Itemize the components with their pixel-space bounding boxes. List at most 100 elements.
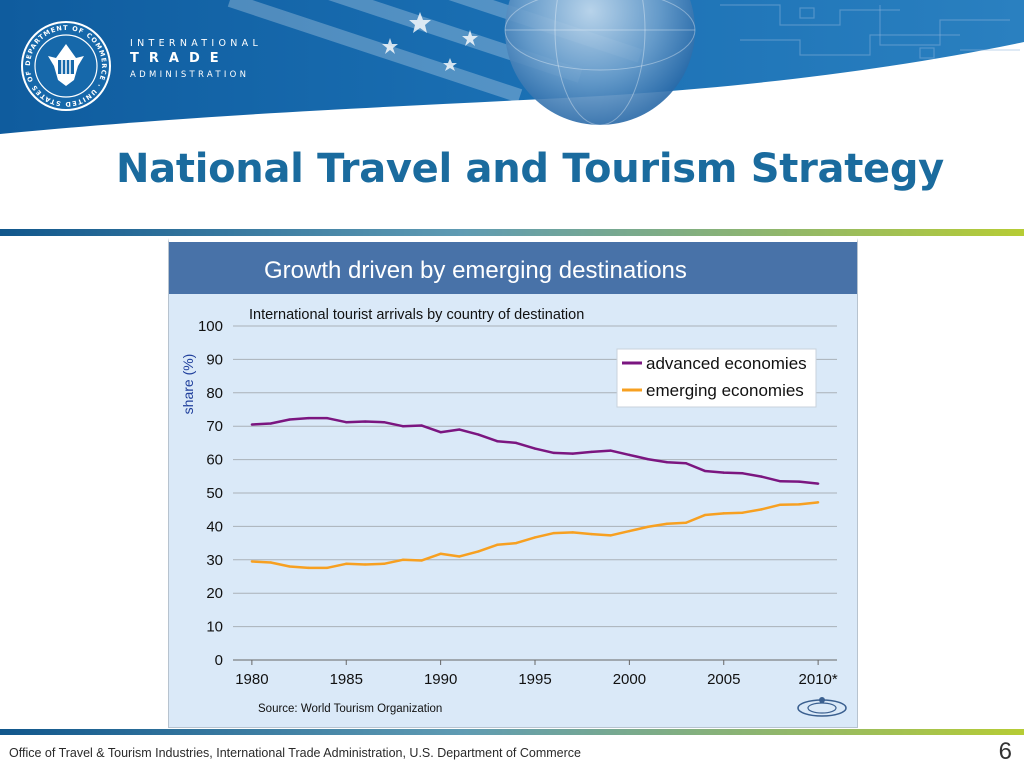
data-point-advanced xyxy=(722,471,725,474)
stars xyxy=(382,12,478,71)
chart-panel: Growth driven by emerging destinations I… xyxy=(168,238,858,728)
data-point-emerging xyxy=(798,503,801,506)
data-point-emerging xyxy=(250,560,254,563)
data-point-advanced xyxy=(665,461,669,464)
data-point-emerging xyxy=(420,559,423,562)
data-point-advanced xyxy=(590,450,593,454)
data-point-advanced xyxy=(741,472,744,475)
data-point-emerging xyxy=(363,563,367,566)
y-tick-label: 60 xyxy=(206,452,223,469)
header-banner: DEPARTMENT OF COMMERCE · UNITED STATES O… xyxy=(0,0,1024,134)
data-point-advanced xyxy=(420,424,423,427)
data-point-emerging xyxy=(345,562,348,566)
y-tick-label: 90 xyxy=(206,351,223,368)
x-tick-label: 1985 xyxy=(330,671,363,688)
chart-header: Growth driven by emerging destinations xyxy=(264,257,687,284)
data-point-advanced xyxy=(401,425,405,428)
footer-text: Office of Travel & Tourism Industries, I… xyxy=(9,746,582,760)
data-point-advanced xyxy=(382,420,386,424)
data-point-advanced xyxy=(552,451,556,455)
legend-label-emerging: emerging economies xyxy=(646,381,804,400)
data-point-emerging xyxy=(439,552,442,555)
data-point-emerging xyxy=(458,555,461,558)
data-point-advanced xyxy=(496,440,499,443)
data-point-emerging xyxy=(816,501,820,504)
data-point-emerging xyxy=(533,536,537,539)
data-point-emerging xyxy=(307,566,310,570)
title-divider xyxy=(0,229,1024,236)
legend-box xyxy=(616,348,817,408)
chart-svg: Growth driven by emerging destinations I… xyxy=(169,242,857,717)
data-point-emerging xyxy=(326,566,329,570)
data-point-advanced xyxy=(798,480,801,483)
data-point-advanced xyxy=(684,462,688,465)
org-name-line1: INTERNATIONAL xyxy=(130,38,263,49)
page-number: 6 xyxy=(998,738,1012,765)
data-point-advanced xyxy=(458,428,461,431)
data-point-advanced xyxy=(345,420,348,424)
org-name-line3: ADMINISTRATION xyxy=(130,70,250,80)
data-point-advanced xyxy=(760,475,763,478)
data-point-emerging xyxy=(647,525,650,528)
data-point-emerging xyxy=(401,558,405,561)
data-point-advanced xyxy=(439,431,442,434)
data-point-emerging xyxy=(722,512,725,515)
y-tick-label: 100 xyxy=(198,318,223,335)
data-point-advanced xyxy=(326,416,329,420)
circuit-pattern xyxy=(720,4,1020,59)
data-point-advanced xyxy=(269,422,272,425)
unwto-logo-icon xyxy=(797,697,847,717)
data-point-emerging xyxy=(477,550,480,553)
data-point-emerging xyxy=(703,513,707,517)
globe-graphic xyxy=(505,0,695,125)
data-point-advanced xyxy=(609,449,612,452)
data-point-emerging xyxy=(382,562,386,566)
data-point-advanced xyxy=(477,433,480,436)
x-tick-label: 1990 xyxy=(424,671,457,688)
y-tick-label: 50 xyxy=(206,485,223,502)
data-point-advanced xyxy=(363,420,367,423)
data-point-advanced xyxy=(816,482,820,485)
data-point-advanced xyxy=(307,416,310,420)
data-point-emerging xyxy=(269,561,272,564)
data-point-advanced xyxy=(647,458,650,461)
data-point-emerging xyxy=(609,534,612,537)
data-point-emerging xyxy=(665,522,669,525)
data-point-advanced xyxy=(533,447,537,450)
x-tick-label: 2000 xyxy=(613,671,646,688)
data-point-emerging xyxy=(288,565,291,568)
data-point-emerging xyxy=(552,531,556,535)
slide-title: National Travel and Tourism Strategy xyxy=(116,146,944,192)
y-tick-label: 10 xyxy=(206,619,223,636)
data-point-emerging xyxy=(496,543,499,546)
chart-title: International tourist arrivals by countr… xyxy=(249,307,584,323)
chart-source: Source: World Tourism Organization xyxy=(258,703,442,715)
series-line-advanced xyxy=(251,416,819,485)
x-tick-label: 2010* xyxy=(799,671,838,688)
data-point-emerging xyxy=(741,511,744,514)
data-point-advanced xyxy=(571,452,574,455)
data-point-advanced xyxy=(703,469,707,473)
y-tick-label: 70 xyxy=(206,418,223,435)
y-axis-label: share (%) xyxy=(180,354,196,415)
x-tick-label: 1995 xyxy=(518,671,551,688)
data-point-advanced xyxy=(628,453,631,457)
legend-label-advanced: advanced economies xyxy=(646,354,807,373)
y-tick-label: 30 xyxy=(206,552,223,569)
data-point-emerging xyxy=(779,503,782,506)
data-point-emerging xyxy=(590,532,593,536)
y-tick-label: 40 xyxy=(206,518,223,535)
x-tick-label: 1980 xyxy=(235,671,268,688)
y-tick-label: 20 xyxy=(206,585,223,602)
data-point-emerging xyxy=(760,508,763,511)
series-line-emerging xyxy=(251,501,819,570)
data-point-advanced xyxy=(514,441,518,445)
org-name-line2: TRADE xyxy=(130,51,229,66)
data-point-emerging xyxy=(514,541,518,545)
legend: advanced economies emerging economies xyxy=(616,348,817,408)
data-point-emerging xyxy=(684,521,688,524)
chart-header-bar xyxy=(169,242,857,294)
data-point-advanced xyxy=(288,418,291,421)
data-point-advanced xyxy=(779,480,782,483)
footer-divider xyxy=(0,729,1024,735)
